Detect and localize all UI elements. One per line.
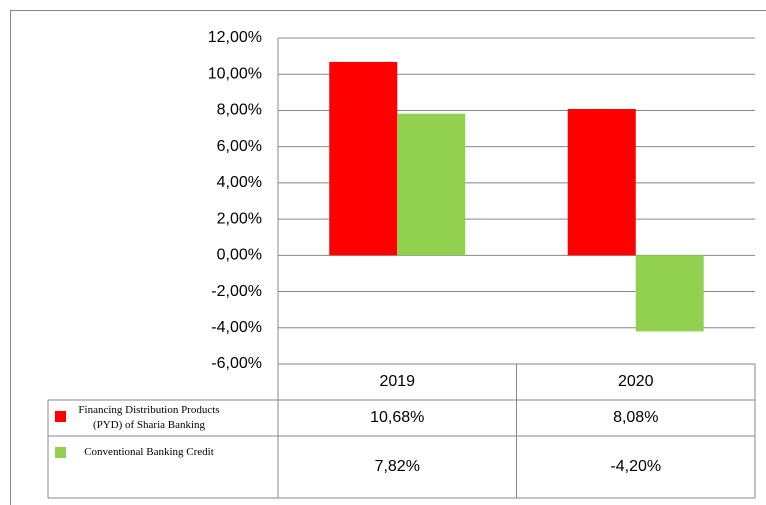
bar	[329, 61, 398, 256]
bar	[635, 255, 704, 332]
y-tick-label: -2,00%	[211, 283, 262, 300]
data-label: -4,20%	[610, 458, 661, 475]
y-tick-label: 8,00%	[217, 102, 262, 119]
legend-label: Conventional Banking Credit	[84, 446, 214, 458]
x-tick-label: 2020	[618, 373, 654, 390]
y-tick-label: -6,00%	[211, 355, 262, 372]
data-label: 10,68%	[370, 409, 424, 426]
legend-swatch	[55, 411, 66, 422]
y-tick-label: 6,00%	[217, 138, 262, 155]
bar	[567, 108, 636, 256]
y-tick-label: 2,00%	[217, 210, 262, 227]
data-label: 7,82%	[375, 458, 420, 475]
bar	[397, 113, 466, 256]
y-tick-label: -4,00%	[211, 319, 262, 336]
y-tick-label: 10,00%	[208, 65, 262, 82]
chart-frame	[10, 10, 766, 505]
x-tick-label: 2019	[379, 373, 415, 390]
legend-label: Financing Distribution Products (PYD) of…	[78, 404, 220, 431]
y-tick-label: 4,00%	[217, 174, 262, 191]
y-tick-label: 12,00%	[208, 29, 262, 46]
data-label: 8,08%	[613, 409, 658, 426]
y-tick-label: 0,00%	[217, 247, 262, 264]
legend-swatch	[55, 447, 66, 458]
